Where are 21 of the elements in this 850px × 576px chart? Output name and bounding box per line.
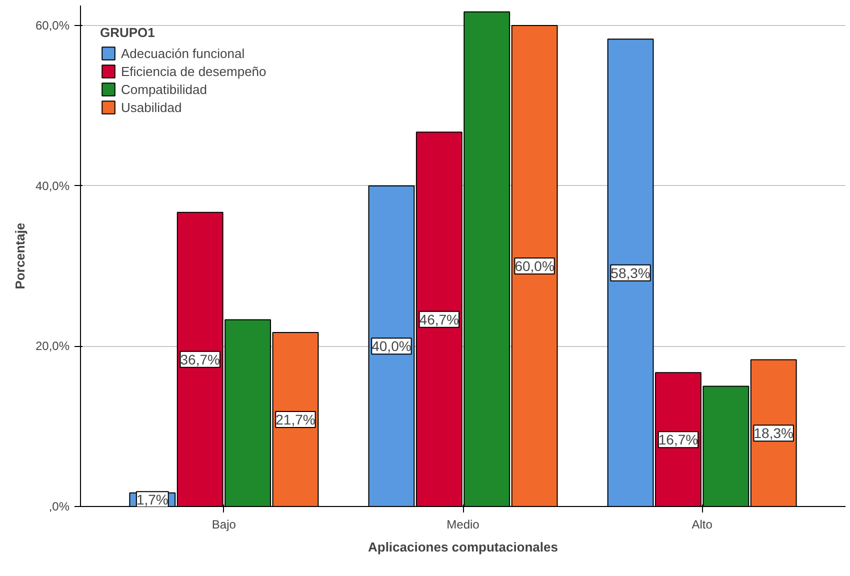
legend-title: GRUPO1: [100, 25, 156, 40]
data-label: 16,7%: [658, 432, 698, 448]
y-axis-title: Porcentaje: [12, 222, 28, 290]
y-tick-label: 60,0%: [35, 18, 70, 33]
x-axis-title: Aplicaciones computacionales: [368, 540, 558, 554]
y-tick-label: 20,0%: [35, 339, 70, 354]
legend-label: Eficiencia de desempeño: [121, 63, 266, 79]
data-label: 58,3%: [610, 264, 650, 281]
x-tick-label: Medio: [446, 518, 480, 532]
data-label: 40,0%: [372, 338, 412, 354]
data-label: 60,0%: [514, 258, 554, 274]
y-tick-label: ,0%: [48, 500, 70, 514]
x-tick-label: Alto: [692, 518, 713, 532]
data-label: 1,7%: [136, 492, 168, 508]
legend-label: Usabilidad: [121, 99, 182, 115]
data-label: 21,7%: [276, 412, 316, 428]
legend-label: Compatibilidad: [121, 81, 207, 97]
data-label: 18,3%: [754, 425, 794, 442]
y-tick-label: 40,0%: [35, 178, 70, 193]
x-tick-label: Bajo: [212, 518, 236, 532]
legend-label: Adecuación funcional: [121, 45, 245, 61]
